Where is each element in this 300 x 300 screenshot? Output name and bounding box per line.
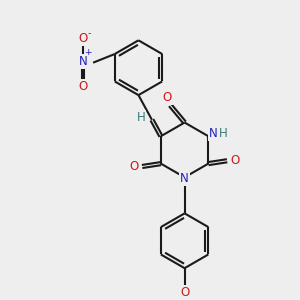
Text: O: O [78,80,88,93]
Text: +: + [84,48,92,57]
Text: O: O [180,286,189,299]
Text: O: O [230,154,240,167]
Text: H: H [136,111,145,124]
Text: N: N [79,55,87,68]
Text: O: O [163,91,172,103]
Text: -: - [88,28,91,38]
Text: O: O [78,32,88,45]
Text: O: O [129,160,139,173]
Text: H: H [219,127,228,140]
Text: N: N [209,128,218,140]
Text: N: N [180,172,189,185]
